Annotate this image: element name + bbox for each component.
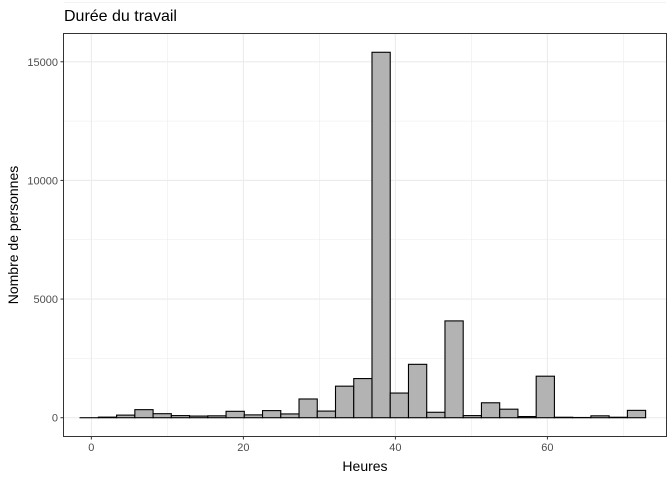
y-axis: 0 5000 10000 15000 bbox=[27, 57, 64, 425]
histogram-bar bbox=[134, 409, 154, 419]
histogram-bar bbox=[243, 414, 264, 419]
histogram-bar bbox=[389, 392, 410, 419]
histogram-bar bbox=[535, 375, 555, 419]
histogram-bar bbox=[626, 409, 647, 419]
histogram-bar bbox=[590, 415, 610, 419]
y-tick-label: 15000 bbox=[27, 57, 58, 69]
histogram-bar bbox=[189, 415, 209, 419]
x-tick-label: 0 bbox=[88, 442, 94, 454]
x-axis: 0 20 40 60 bbox=[88, 436, 554, 454]
histogram-bar bbox=[170, 415, 191, 419]
histogram-bar bbox=[499, 408, 519, 419]
x-tick-label: 40 bbox=[389, 442, 401, 454]
histogram-bar bbox=[353, 378, 373, 419]
histogram-bar bbox=[152, 413, 172, 419]
histogram-bar bbox=[462, 415, 482, 419]
chart-title: Durée du travail bbox=[64, 8, 177, 25]
grid-lines bbox=[64, 2, 666, 436]
x-tick-label: 20 bbox=[237, 442, 249, 454]
y-tick-label: 5000 bbox=[34, 294, 58, 306]
histogram-bar bbox=[316, 410, 337, 419]
histogram-bar bbox=[116, 414, 136, 419]
histogram-bar bbox=[298, 398, 318, 419]
y-tick-label: 0 bbox=[52, 413, 58, 425]
histogram-bar bbox=[261, 410, 282, 419]
histogram-bar bbox=[334, 385, 355, 419]
histogram-bar bbox=[407, 363, 428, 419]
histogram-bar bbox=[480, 402, 501, 419]
histogram-bar bbox=[517, 415, 537, 419]
histogram-bar bbox=[371, 51, 391, 419]
histogram-bar bbox=[444, 320, 464, 419]
histogram-bar bbox=[280, 413, 300, 419]
y-axis-title: Nombre de personnes bbox=[5, 166, 21, 305]
x-axis-title: Heures bbox=[342, 458, 387, 474]
y-tick-label: 10000 bbox=[27, 175, 58, 187]
histogram-bars bbox=[79, 51, 647, 419]
histogram-bar bbox=[426, 411, 446, 419]
panel-border bbox=[63, 33, 667, 437]
histogram-bar bbox=[225, 410, 245, 419]
x-tick-label: 60 bbox=[541, 442, 553, 454]
histogram-bar bbox=[97, 416, 118, 419]
histogram-bar bbox=[207, 415, 227, 419]
